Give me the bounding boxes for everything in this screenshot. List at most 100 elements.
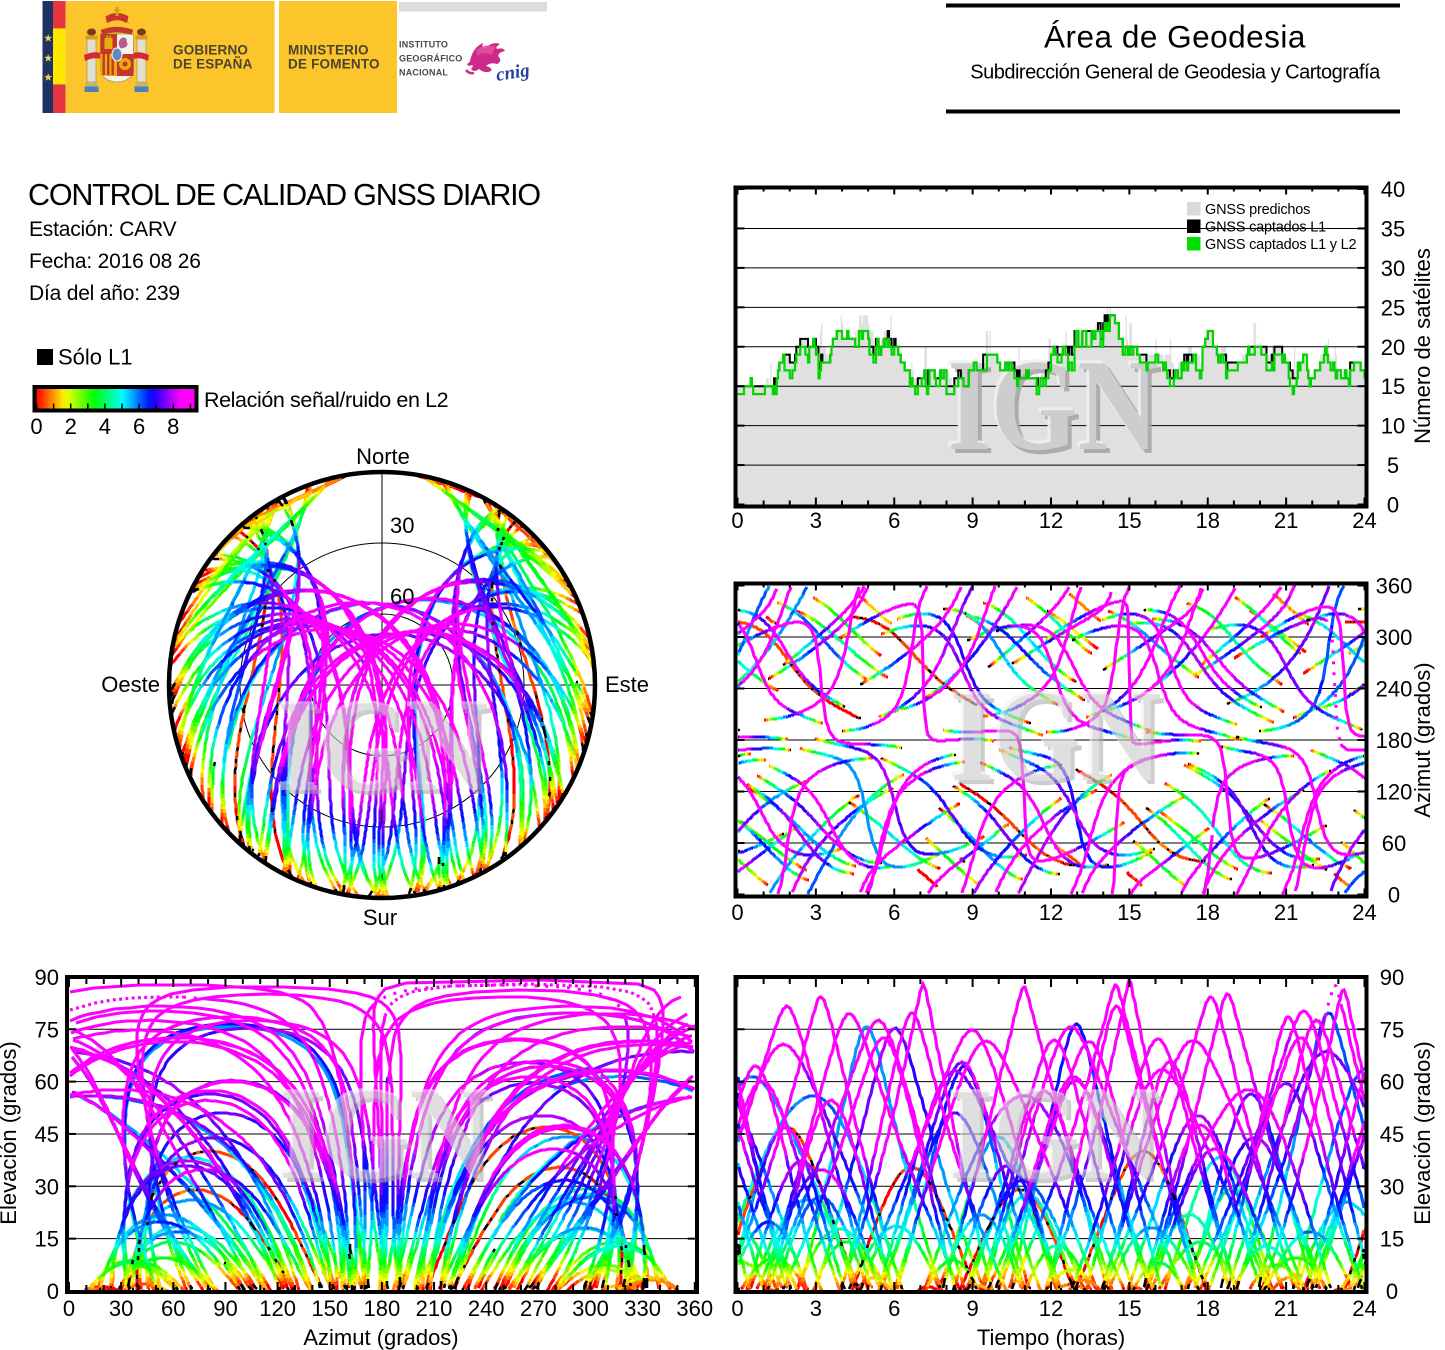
svg-text:18: 18: [1196, 508, 1220, 533]
svg-text:IGN: IGN: [282, 678, 493, 823]
svg-text:180: 180: [1376, 728, 1413, 753]
svg-text:0: 0: [1388, 883, 1400, 908]
svg-text:0: 0: [731, 1296, 743, 1321]
svg-text:GOBIERNO: GOBIERNO: [173, 43, 248, 58]
svg-text:30: 30: [109, 1296, 133, 1321]
svg-text:75: 75: [35, 1017, 59, 1042]
svg-text:60: 60: [1382, 831, 1406, 856]
svg-text:Oeste: Oeste: [101, 672, 160, 697]
svg-text:30: 30: [1380, 1174, 1404, 1199]
svg-text:IGN: IGN: [275, 671, 486, 816]
svg-text:150: 150: [311, 1296, 348, 1321]
svg-text:Día del año: 239: Día del año: 239: [29, 282, 180, 305]
svg-text:0: 0: [30, 414, 42, 439]
svg-text:3: 3: [810, 508, 822, 533]
svg-text:240: 240: [468, 1296, 505, 1321]
svg-text:GEOGRÁFICO: GEOGRÁFICO: [399, 54, 463, 64]
svg-text:6: 6: [888, 1296, 900, 1321]
svg-text:30: 30: [1381, 256, 1405, 281]
svg-text:9: 9: [967, 900, 979, 925]
svg-text:0: 0: [1387, 493, 1399, 518]
svg-text:0: 0: [1386, 1279, 1398, 1304]
svg-text:6: 6: [888, 900, 900, 925]
svg-text:CONTROL DE CALIDAD GNSS DIARIO: CONTROL DE CALIDAD GNSS DIARIO: [28, 178, 540, 212]
svg-text:Área de Geodesia: Área de Geodesia: [1044, 19, 1306, 55]
svg-text:Estación: CARV: Estación: CARV: [29, 218, 177, 241]
svg-text:300: 300: [572, 1296, 609, 1321]
svg-text:INSTITUTO: INSTITUTO: [399, 40, 448, 50]
svg-text:15: 15: [1117, 900, 1141, 925]
svg-text:Tiempo (horas): Tiempo (horas): [977, 1325, 1125, 1350]
svg-text:360: 360: [676, 1296, 713, 1321]
svg-text:24: 24: [1352, 508, 1376, 533]
svg-text:DE FOMENTO: DE FOMENTO: [288, 57, 380, 72]
svg-text:9: 9: [967, 1296, 979, 1321]
svg-text:120: 120: [1376, 780, 1413, 805]
svg-text:180: 180: [364, 1296, 401, 1321]
svg-text:8: 8: [167, 414, 179, 439]
svg-text:270: 270: [520, 1296, 557, 1321]
svg-text:IGN: IGN: [280, 1062, 491, 1207]
svg-text:120: 120: [259, 1296, 296, 1321]
svg-text:6: 6: [888, 508, 900, 533]
svg-text:Norte: Norte: [356, 444, 410, 469]
svg-text:21: 21: [1274, 1296, 1298, 1321]
svg-text:Sur: Sur: [363, 905, 397, 930]
svg-text:12: 12: [1039, 900, 1063, 925]
svg-text:DE ESPAÑA: DE ESPAÑA: [173, 57, 253, 72]
svg-text:cnig: cnig: [494, 60, 531, 86]
svg-text:18: 18: [1196, 900, 1220, 925]
svg-text:210: 210: [416, 1296, 453, 1321]
svg-text:0: 0: [63, 1296, 75, 1321]
svg-text:21: 21: [1274, 508, 1298, 533]
svg-text:300: 300: [1376, 625, 1413, 650]
svg-text:24: 24: [1352, 1296, 1376, 1321]
svg-text:15: 15: [1117, 1296, 1141, 1321]
svg-text:Relación señal/ruido en L2: Relación señal/ruido en L2: [204, 388, 448, 412]
svg-text:90: 90: [1380, 965, 1404, 990]
svg-text:20: 20: [1381, 335, 1405, 360]
svg-text:GNSS captados L1 y L2: GNSS captados L1 y L2: [1205, 237, 1356, 253]
svg-text:25: 25: [1381, 295, 1405, 320]
svg-text:Fecha: 2016 08 26: Fecha: 2016 08 26: [29, 250, 201, 273]
svg-text:9: 9: [967, 508, 979, 533]
svg-text:0: 0: [731, 508, 743, 533]
svg-text:Elevación (grados): Elevación (grados): [1410, 1041, 1435, 1224]
svg-text:45: 45: [35, 1122, 59, 1147]
svg-text:6: 6: [133, 414, 145, 439]
svg-text:IGN: IGN: [951, 664, 1162, 809]
svg-text:10: 10: [1381, 414, 1405, 439]
svg-text:24: 24: [1352, 900, 1376, 925]
svg-text:18: 18: [1196, 1296, 1220, 1321]
svg-text:MINISTERIO: MINISTERIO: [288, 43, 369, 58]
svg-text:Sólo L1: Sólo L1: [58, 345, 133, 370]
svg-text:15: 15: [35, 1227, 59, 1252]
svg-text:12: 12: [1039, 508, 1063, 533]
svg-text:21: 21: [1274, 900, 1298, 925]
svg-text:GNSS predichos: GNSS predichos: [1205, 202, 1310, 218]
svg-text:0: 0: [47, 1279, 59, 1304]
svg-text:IGN: IGN: [955, 668, 1166, 813]
svg-text:IGN: IGN: [284, 1066, 495, 1211]
svg-text:40: 40: [1381, 177, 1405, 202]
svg-text:60: 60: [1380, 1070, 1404, 1095]
svg-text:3: 3: [810, 1296, 822, 1321]
svg-text:IGN: IGN: [277, 1059, 488, 1204]
svg-text:60: 60: [390, 584, 414, 609]
svg-text:30: 30: [35, 1174, 59, 1199]
svg-text:GNSS captados L1: GNSS captados L1: [1205, 220, 1326, 236]
svg-text:Elevación (grados): Elevación (grados): [0, 1041, 21, 1224]
svg-text:IGN: IGN: [947, 1059, 1158, 1204]
svg-text:240: 240: [1376, 677, 1413, 702]
svg-text:Azimut (grados): Azimut (grados): [303, 1325, 458, 1350]
svg-text:60: 60: [35, 1070, 59, 1095]
svg-text:45: 45: [1380, 1122, 1404, 1147]
svg-text:Azimut (grados): Azimut (grados): [1410, 662, 1435, 817]
svg-text:35: 35: [1381, 216, 1405, 241]
svg-text:0: 0: [731, 900, 743, 925]
svg-text:90: 90: [213, 1296, 237, 1321]
svg-text:IGN: IGN: [278, 674, 489, 819]
svg-text:15: 15: [1380, 1227, 1404, 1252]
svg-text:75: 75: [1380, 1017, 1404, 1042]
svg-text:Número de satélites: Número de satélites: [1410, 248, 1435, 444]
